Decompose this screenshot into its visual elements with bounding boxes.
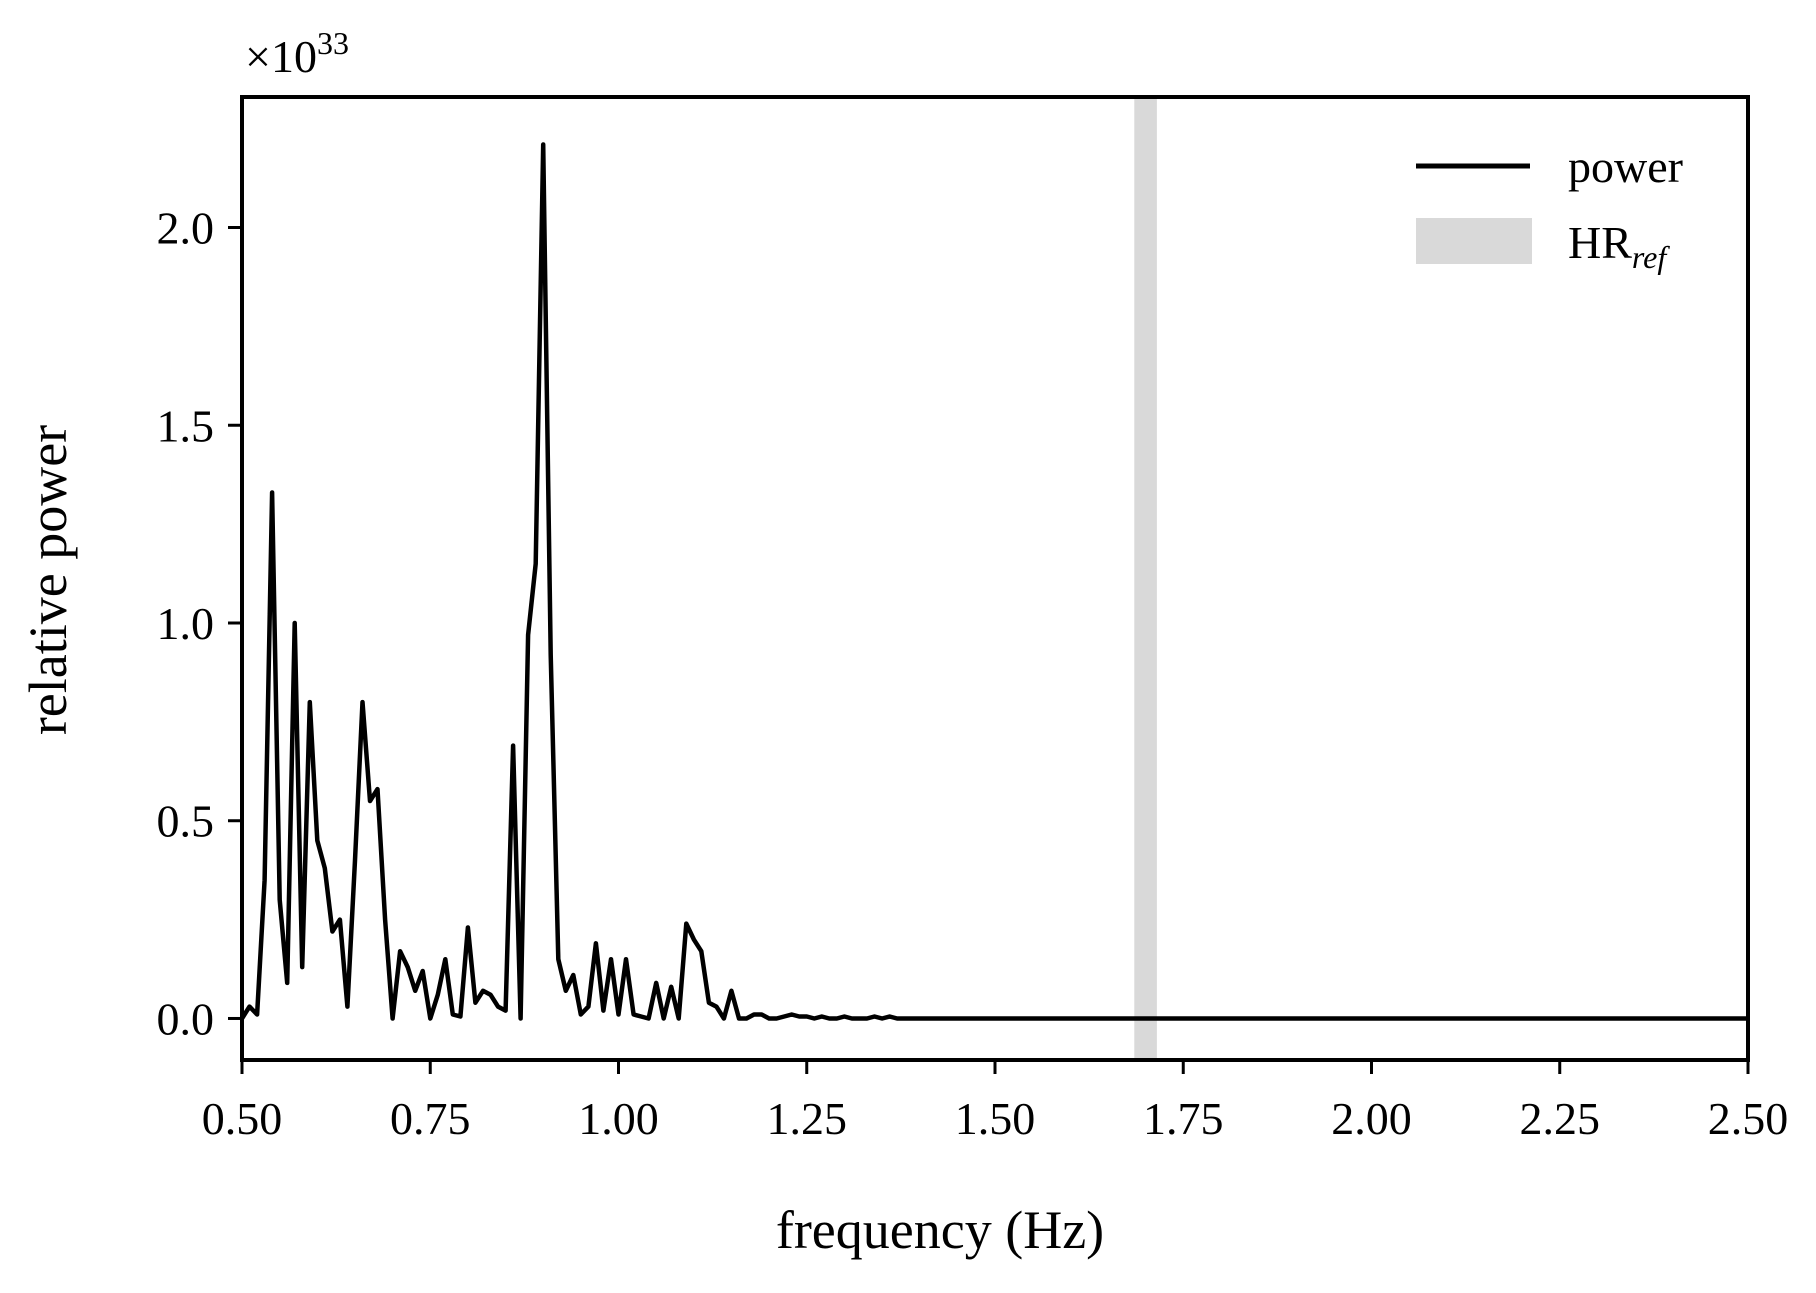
hr-ref-band [1134, 97, 1157, 1060]
y-tick-label: 1.0 [157, 598, 215, 649]
legend-hr-ref-subscript: ref [1632, 239, 1670, 275]
x-tick-label: 0.75 [390, 1093, 471, 1144]
x-tick-label: 2.50 [1708, 1093, 1789, 1144]
y-tick-label: 0.0 [157, 993, 215, 1044]
y-scale-multiplier: ×1033 [245, 25, 349, 82]
x-tick-label: 2.25 [1520, 1093, 1601, 1144]
y-tick-label: 2.0 [157, 203, 215, 254]
x-tick-label: 1.00 [578, 1093, 659, 1144]
legend: power HRref [1416, 141, 1683, 275]
x-tick-label: 1.25 [767, 1093, 848, 1144]
x-tick-label: 0.50 [202, 1093, 283, 1144]
y-tick-label: 1.5 [157, 400, 215, 451]
y-axis-label: relative power [18, 425, 78, 735]
legend-hr-ref-label: HRref [1568, 217, 1670, 275]
y-tick-label: 0.5 [157, 796, 215, 847]
x-axis-label: frequency (Hz) [776, 1200, 1104, 1260]
x-tick-label: 1.50 [955, 1093, 1036, 1144]
legend-hr-ref-swatch [1416, 218, 1532, 264]
x-tick-label: 2.00 [1331, 1093, 1412, 1144]
legend-power-label: power [1568, 141, 1683, 192]
y-scale-exponent: 33 [317, 25, 349, 61]
x-tick-label: 1.75 [1143, 1093, 1224, 1144]
power-series-line [240, 142, 1748, 1021]
